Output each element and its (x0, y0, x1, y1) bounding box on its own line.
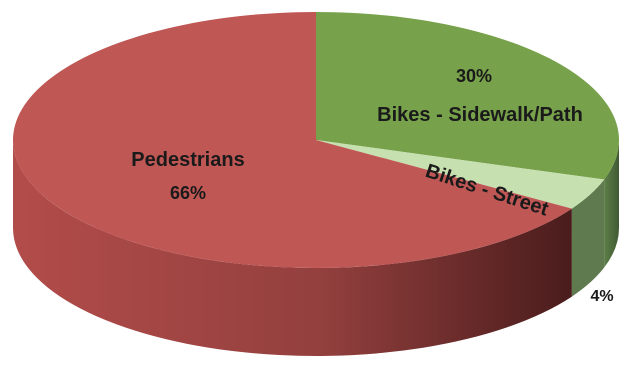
pie-side-pedestrians (13, 140, 572, 356)
slice-value-bikes-sidewalk: 30% (456, 66, 492, 86)
slice-label-pedestrians: Pedestrians (131, 149, 244, 171)
pie-top-faces (12, 12, 619, 268)
slice-value-bikes-street: 4% (590, 288, 613, 305)
pie-slice-pedestrians (12, 12, 572, 268)
slice-value-pedestrians: 66% (170, 183, 206, 203)
pie-side-bikes-street (571, 179, 605, 297)
pie-slice-bikes-sidewalk (316, 12, 619, 180)
pie-slice-bikes-street (316, 140, 605, 209)
pie-side-bikes-sidewalk (604, 140, 619, 268)
slice-label-bikes-sidewalk: Bikes - Sidewalk/Path (377, 104, 583, 126)
pie-side-walls (13, 140, 619, 356)
